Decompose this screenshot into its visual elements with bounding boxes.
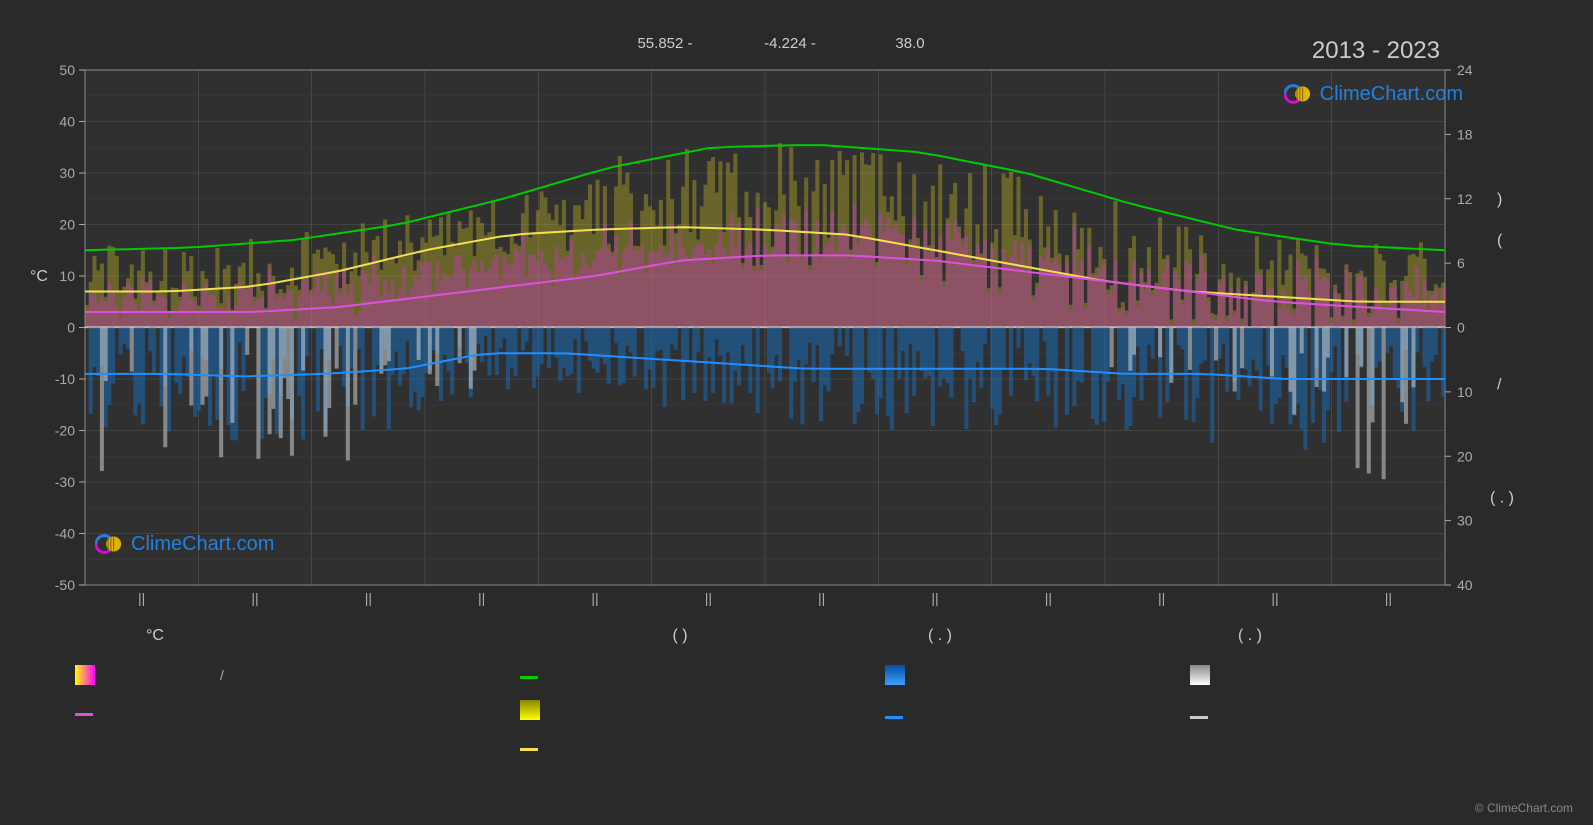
watermark-text: ClimeChart.com xyxy=(131,533,274,556)
svg-text:10: 10 xyxy=(1457,384,1473,400)
svg-text:20: 20 xyxy=(1457,448,1473,464)
svg-text:/: / xyxy=(1497,376,1502,393)
svg-text:20: 20 xyxy=(59,217,75,233)
svg-text:38.0: 38.0 xyxy=(895,35,924,52)
svg-text:||: || xyxy=(591,590,598,606)
svg-text:||: || xyxy=(931,590,938,606)
svg-text:-40: -40 xyxy=(55,526,75,542)
svg-text:30: 30 xyxy=(59,165,75,181)
svg-text:12: 12 xyxy=(1457,191,1473,207)
svg-text:40: 40 xyxy=(1457,577,1473,593)
svg-text:-50: -50 xyxy=(55,577,75,593)
svg-text:( . ): ( . ) xyxy=(1490,489,1514,506)
svg-text:0: 0 xyxy=(67,320,75,336)
svg-text:°C: °C xyxy=(146,627,164,644)
svg-text:( . ): ( . ) xyxy=(1238,627,1262,644)
svg-text:6: 6 xyxy=(1457,255,1465,271)
svg-text:||: || xyxy=(138,590,145,606)
svg-text:( ): ( ) xyxy=(672,627,687,644)
svg-text:55.852 -: 55.852 - xyxy=(637,35,692,52)
svg-text:||: || xyxy=(705,590,712,606)
svg-text:||: || xyxy=(365,590,372,606)
svg-text:18: 18 xyxy=(1457,126,1473,142)
svg-text:24: 24 xyxy=(1457,62,1473,78)
watermark-bottom: ClimeChart.com xyxy=(95,530,274,558)
svg-text:10: 10 xyxy=(59,268,75,284)
watermark-text: ClimeChart.com xyxy=(1320,83,1463,106)
svg-text:): ) xyxy=(1497,191,1502,208)
watermark-top: ClimeChart.com xyxy=(1284,80,1463,108)
svg-text:-30: -30 xyxy=(55,474,75,490)
svg-text:-10: -10 xyxy=(55,371,75,387)
svg-text:||: || xyxy=(1385,590,1392,606)
svg-text:( . ): ( . ) xyxy=(928,627,952,644)
svg-text:||: || xyxy=(251,590,258,606)
svg-text:30: 30 xyxy=(1457,513,1473,529)
svg-text:40: 40 xyxy=(59,114,75,130)
svg-text:50: 50 xyxy=(59,62,75,78)
svg-text:2013 - 2023: 2013 - 2023 xyxy=(1312,37,1440,64)
svg-text:0: 0 xyxy=(1457,320,1465,336)
svg-text:||: || xyxy=(818,590,825,606)
svg-text:-4.224 -: -4.224 - xyxy=(764,35,816,52)
climate-chart: 50 40 30 20 10 0 -10 -20 -30 -40 -50 °C 24 18 12 6 0) (10… xyxy=(0,0,1593,825)
copyright: © ClimeChart.com xyxy=(1475,801,1573,815)
svg-text:(: ( xyxy=(1497,232,1503,249)
svg-text:||: || xyxy=(478,590,485,606)
svg-text:/: / xyxy=(220,667,224,683)
svg-text:-20: -20 xyxy=(55,423,75,439)
svg-text:°C: °C xyxy=(30,268,48,285)
svg-text:||: || xyxy=(1271,590,1278,606)
svg-text:||: || xyxy=(1045,590,1052,606)
svg-text:||: || xyxy=(1158,590,1165,606)
